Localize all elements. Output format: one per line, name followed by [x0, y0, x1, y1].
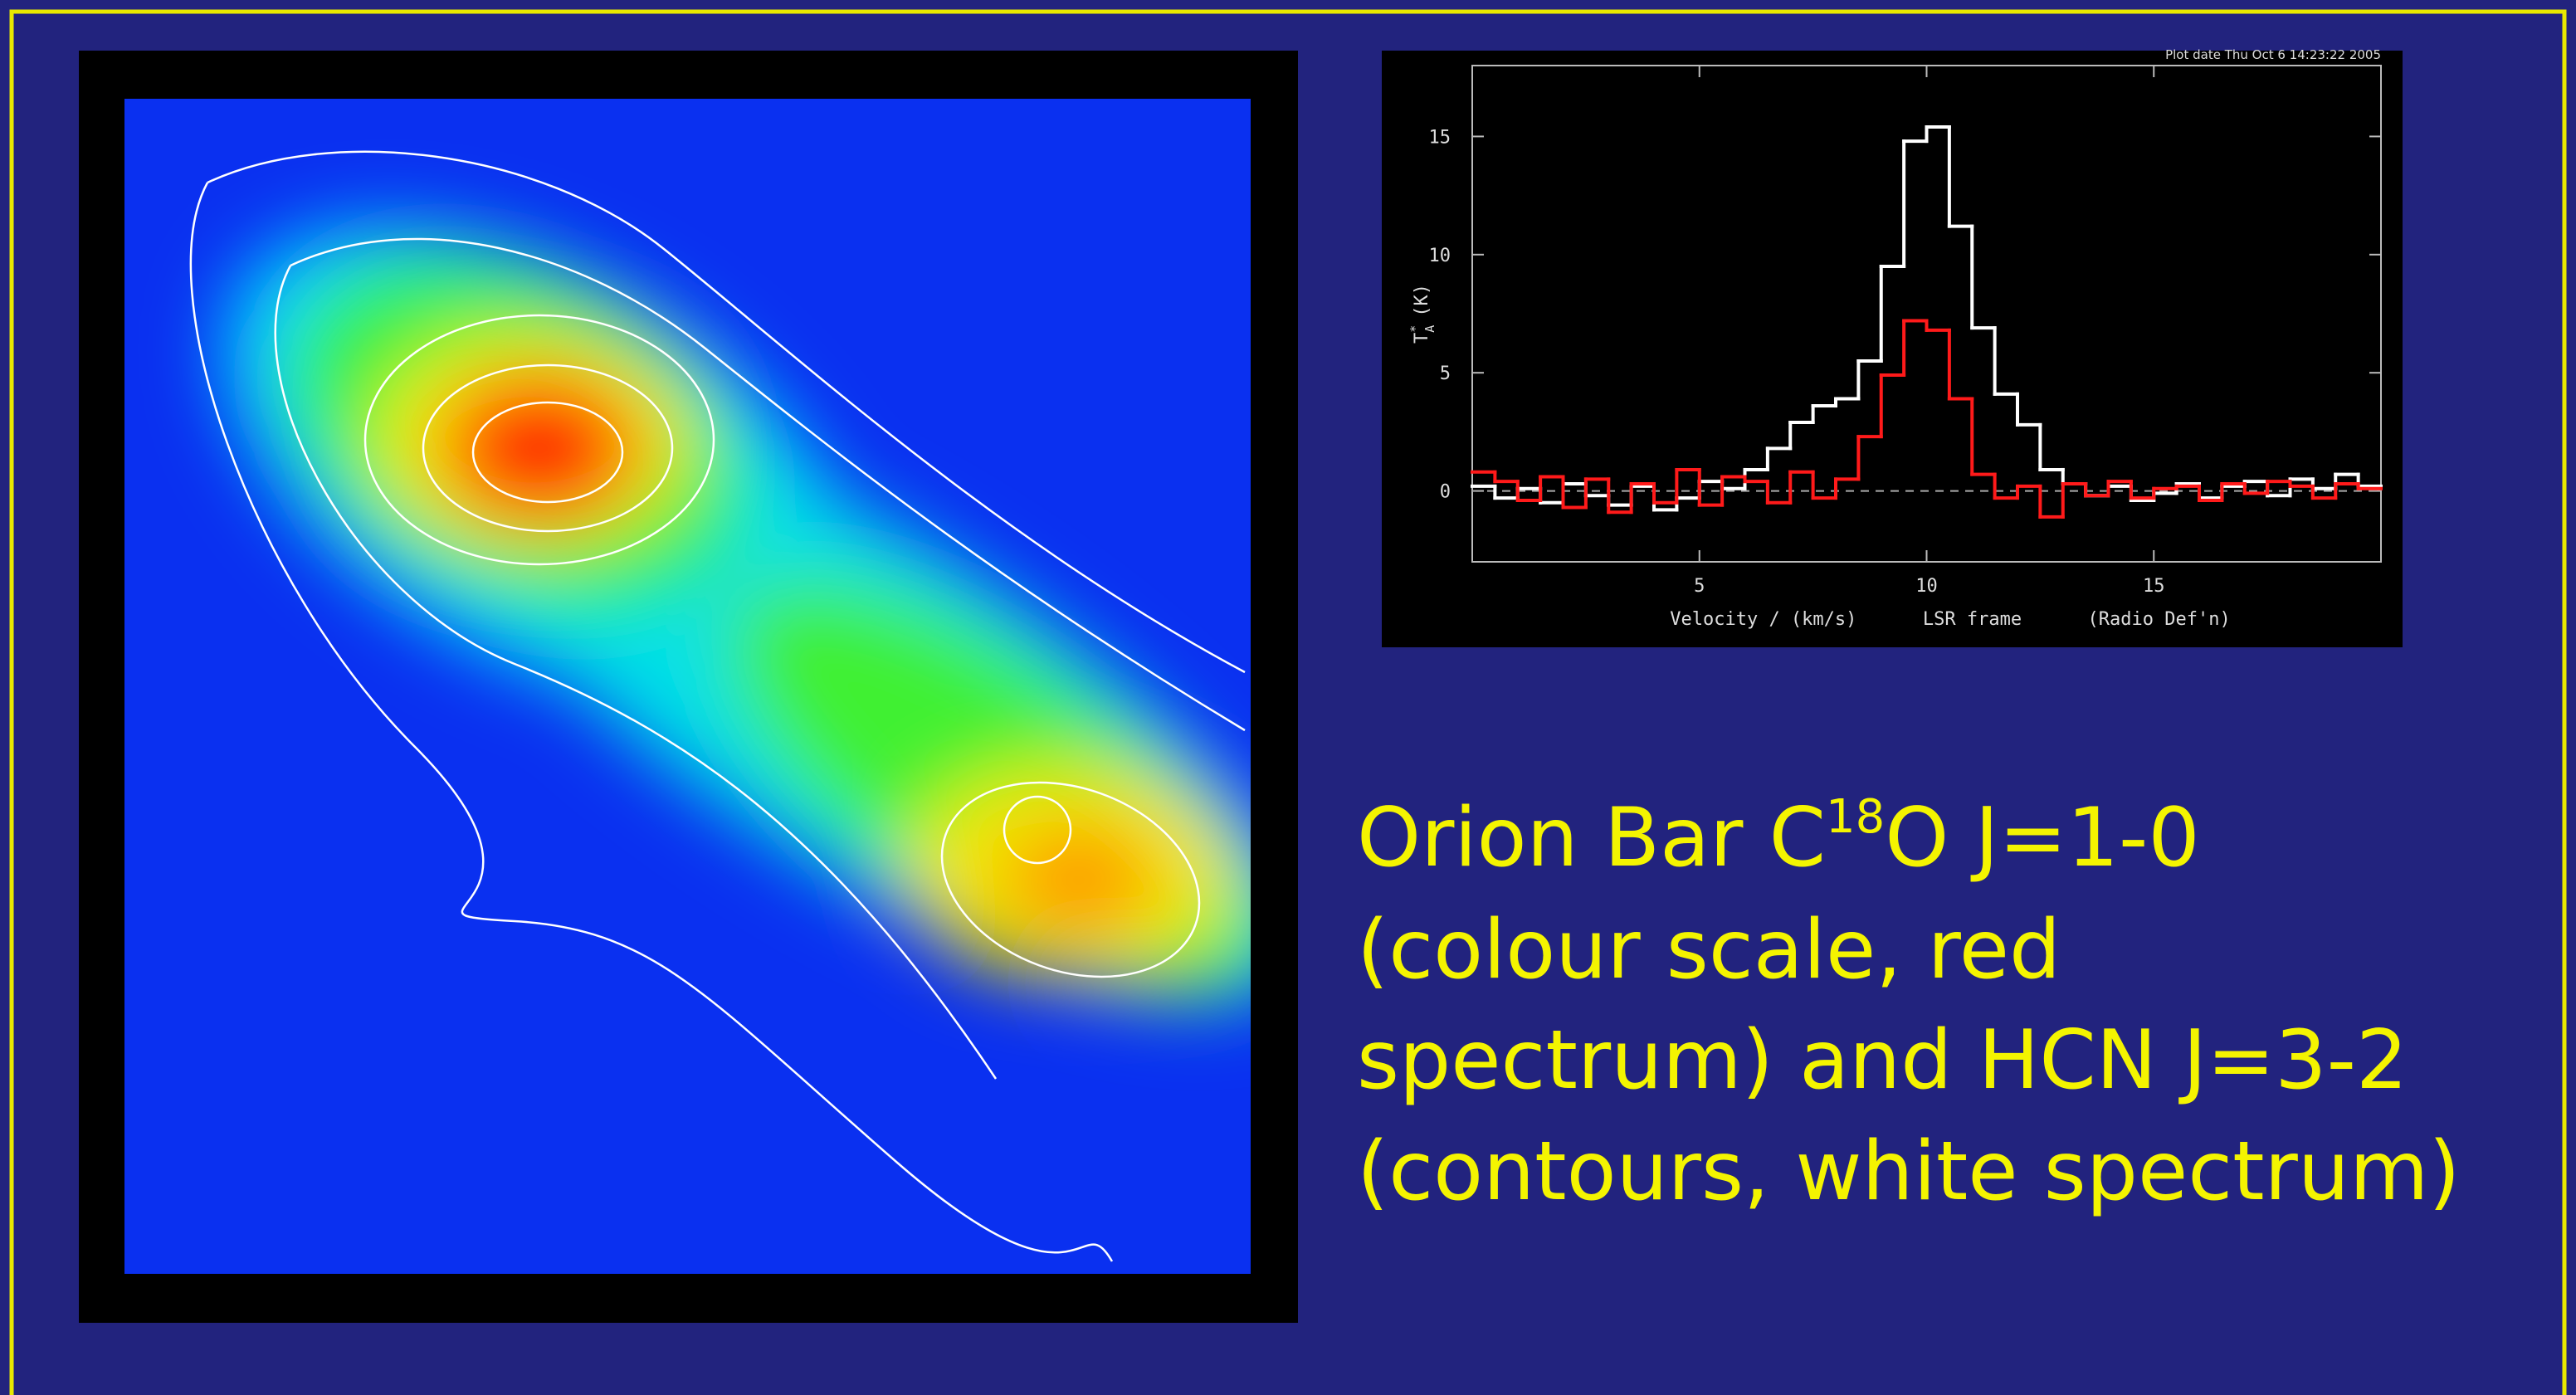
caption-line: Orion Bar C18O J=1-0 — [1357, 790, 2200, 885]
page: Plot date Thu Oct 6 14:23:22 2005 Veloci… — [0, 0, 2576, 1395]
y-label-sup: * — [1408, 325, 1422, 333]
y-label-symbol: T — [1412, 333, 1432, 344]
caption-superscript: 18 — [1826, 790, 1885, 844]
spectrum-panel — [1382, 51, 2403, 647]
caption-suffix: O J=1-0 — [1885, 791, 2199, 885]
y-tick-label: 5 — [1440, 363, 1451, 384]
y-tick-label: 0 — [1440, 482, 1451, 503]
x-tick-label: 10 — [1915, 576, 1938, 597]
x-tick-label: 5 — [1694, 576, 1705, 597]
y-tick-label: 10 — [1429, 246, 1451, 266]
plot-date: Plot date Thu Oct 6 14:23:22 2005 — [2165, 47, 2381, 62]
caption-prefix: Orion Bar C — [1357, 791, 1826, 885]
slide: Plot date Thu Oct 6 14:23:22 2005 Veloci… — [0, 0, 2576, 1395]
x-tick-label: 15 — [2143, 576, 2165, 597]
x-axis-label: Velocity / (km/s) LSR frame (Radio Def'n… — [1670, 609, 2231, 630]
caption-line: (contours, white spectrum) — [1357, 1124, 2461, 1219]
caption-line: (colour scale, red — [1357, 903, 2061, 997]
y-label-unit: (K) — [1412, 284, 1432, 317]
caption-line: spectrum) and HCN J=3-2 — [1357, 1013, 2408, 1108]
y-label-sub: A — [1422, 325, 1437, 333]
map-image — [124, 99, 1382, 1274]
y-tick-label: 15 — [1429, 127, 1451, 148]
